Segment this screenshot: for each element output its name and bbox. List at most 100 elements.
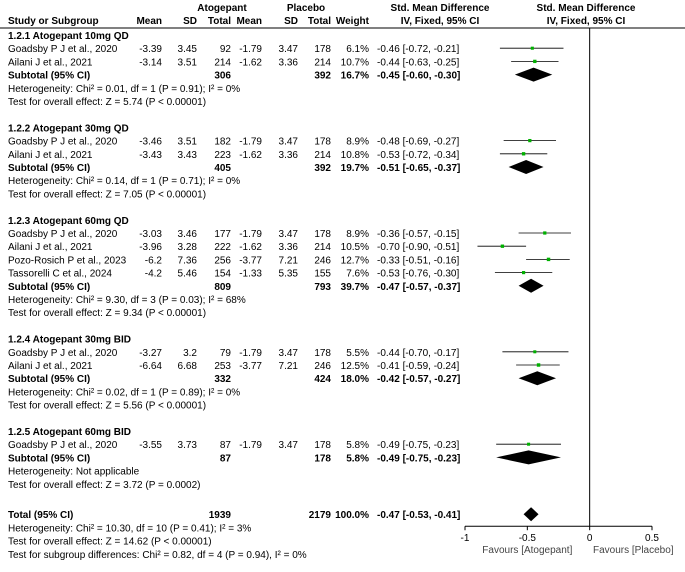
study-sd-placebo: 7.21 [279, 255, 299, 266]
header-study: Study or Subgroup [8, 16, 99, 27]
study-mean-atogepant: -3.03 [139, 229, 162, 240]
header-sd-atogepant: SD [183, 16, 197, 27]
study-mean-atogepant: -3.96 [139, 242, 162, 253]
subtotal-total-placebo: 424 [314, 374, 331, 385]
study-ci-text: -0.33 [-0.51, -0.16] [377, 255, 459, 266]
study-ci-text: -0.41 [-0.59, -0.24] [377, 361, 459, 372]
study-sd-atogepant: 7.36 [178, 255, 198, 266]
header-mean-placebo: Mean [236, 16, 262, 27]
study-weight: 10.8% [341, 150, 369, 161]
study-mean-placebo: -1.62 [239, 242, 262, 253]
favours-atogepant-label: Favours [Atogepant] [482, 545, 572, 556]
total-label: Total (95% CI) [8, 510, 73, 521]
study-weight: 6.1% [346, 44, 369, 55]
study-total-atogepant: 177 [214, 229, 231, 240]
header-atogepant: Atogepant [197, 3, 247, 14]
subgroup-title: 1.2.1 Atogepant 10mg QD [8, 31, 129, 42]
study-total-atogepant: 214 [214, 57, 231, 68]
subgroup-title: 1.2.4 Atogepant 30mg BID [8, 335, 131, 346]
study-total-placebo: 246 [314, 255, 331, 266]
study-mean-atogepant: -3.27 [139, 348, 162, 359]
study-total-placebo: 214 [314, 150, 331, 161]
study-sd-atogepant: 3.73 [178, 440, 198, 451]
subgroup-heterogeneity: Heterogeneity: Chi² = 0.14, df = 1 (P = … [8, 176, 240, 187]
study-sd-placebo: 3.36 [279, 242, 299, 253]
subgroup-title: 1.2.3 Atogepant 60mg QD [8, 216, 129, 227]
study-mean-atogepant: -3.43 [139, 150, 162, 161]
favours-placebo-label: Favours [Placebo] [593, 545, 674, 556]
subtotal-weight: 39.7% [341, 282, 369, 293]
study-total-atogepant: 253 [214, 361, 231, 372]
study-mean-placebo: -1.62 [239, 57, 262, 68]
study-ci-text: -0.44 [-0.63, -0.25] [377, 57, 459, 68]
subtotal-total-atogepant: 332 [214, 374, 231, 385]
subtotal-weight: 18.0% [341, 374, 369, 385]
study-total-placebo: 178 [314, 229, 331, 240]
subtotal-label: Subtotal (95% CI) [8, 374, 90, 385]
subtotal-diamond [514, 67, 553, 82]
total-ci-text: -0.47 [-0.53, -0.41] [377, 510, 460, 521]
study-weight: 8.9% [346, 229, 369, 240]
study-sd-placebo: 7.21 [279, 361, 299, 372]
subgroup-title: 1.2.2 Atogepant 30mg QD [8, 123, 129, 134]
study-total-placebo: 178 [314, 44, 331, 55]
subtotal-total-atogepant: 87 [220, 453, 232, 464]
study-total-placebo: 214 [314, 57, 331, 68]
subtotal-ci-text: -0.49 [-0.75, -0.23] [377, 453, 460, 464]
study-sd-atogepant: 6.68 [178, 361, 198, 372]
header-total-atogepant: Total [208, 16, 231, 27]
study-total-atogepant: 256 [214, 255, 231, 266]
study-ci-text: -0.48 [-0.69, -0.27] [377, 137, 459, 148]
subtotal-ci-text: -0.45 [-0.60, -0.30] [377, 71, 460, 82]
subtotal-diamond [518, 371, 557, 386]
study-sd-placebo: 3.47 [279, 348, 299, 359]
x-axis-tick-label: 0 [587, 533, 593, 544]
study-name: Ailani J et al., 2021 [8, 57, 93, 68]
study-total-placebo: 178 [314, 440, 331, 451]
subgroup-heterogeneity: Heterogeneity: Not applicable [8, 467, 140, 478]
study-name: Pozo-Rosich P et al., 2023 [8, 255, 127, 266]
study-total-atogepant: 92 [220, 44, 232, 55]
subgroup-overall-effect: Test for overall effect: Z = 9.34 (P < 0… [8, 308, 206, 319]
study-sd-atogepant: 3.51 [178, 57, 198, 68]
total-n-placebo: 2179 [309, 510, 332, 521]
subtotal-total-placebo: 392 [314, 71, 331, 82]
study-weight: 5.8% [346, 440, 369, 451]
study-total-placebo: 178 [314, 137, 331, 148]
study-total-atogepant: 87 [220, 440, 232, 451]
subtotal-total-placebo: 793 [314, 282, 331, 293]
x-axis-tick-label: 0.5 [645, 533, 659, 544]
study-sd-atogepant: 3.45 [178, 44, 198, 55]
study-sd-atogepant: 3.43 [178, 150, 198, 161]
study-total-atogepant: 223 [214, 150, 231, 161]
subtotal-ci-text: -0.51 [-0.65, -0.37] [377, 163, 460, 174]
study-total-atogepant: 79 [220, 348, 232, 359]
study-total-atogepant: 222 [214, 242, 231, 253]
study-mean-atogepant: -3.14 [139, 57, 162, 68]
study-mean-atogepant: -3.55 [139, 440, 162, 451]
study-mean-placebo: -3.77 [239, 255, 262, 266]
study-ci-text: -0.36 [-0.57, -0.15] [377, 229, 459, 240]
subtotal-weight: 5.8% [346, 453, 369, 464]
study-name: Ailani J et al., 2021 [8, 150, 93, 161]
study-mean-atogepant: -4.2 [145, 269, 163, 280]
study-total-atogepant: 154 [214, 269, 231, 280]
subtotal-weight: 19.7% [341, 163, 369, 174]
study-mean-placebo: -1.79 [239, 137, 262, 148]
study-mean-placebo: -1.79 [239, 440, 262, 451]
study-effect-square [528, 138, 532, 143]
subtotal-weight: 16.7% [341, 71, 369, 82]
study-weight: 10.7% [341, 57, 369, 68]
study-total-placebo: 155 [314, 269, 331, 280]
subgroup-overall-effect: Test for overall effect: Z = 5.74 (P < 0… [8, 97, 206, 108]
study-total-placebo: 246 [314, 361, 331, 372]
header-placebo: Placebo [287, 3, 325, 14]
study-weight: 10.5% [341, 242, 369, 253]
study-total-atogepant: 182 [214, 137, 231, 148]
study-mean-atogepant: -6.64 [139, 361, 162, 372]
subtotal-total-atogepant: 306 [214, 71, 231, 82]
subtotal-total-placebo: 178 [314, 453, 331, 464]
study-effect-square [530, 46, 534, 50]
study-total-placebo: 178 [314, 348, 331, 359]
